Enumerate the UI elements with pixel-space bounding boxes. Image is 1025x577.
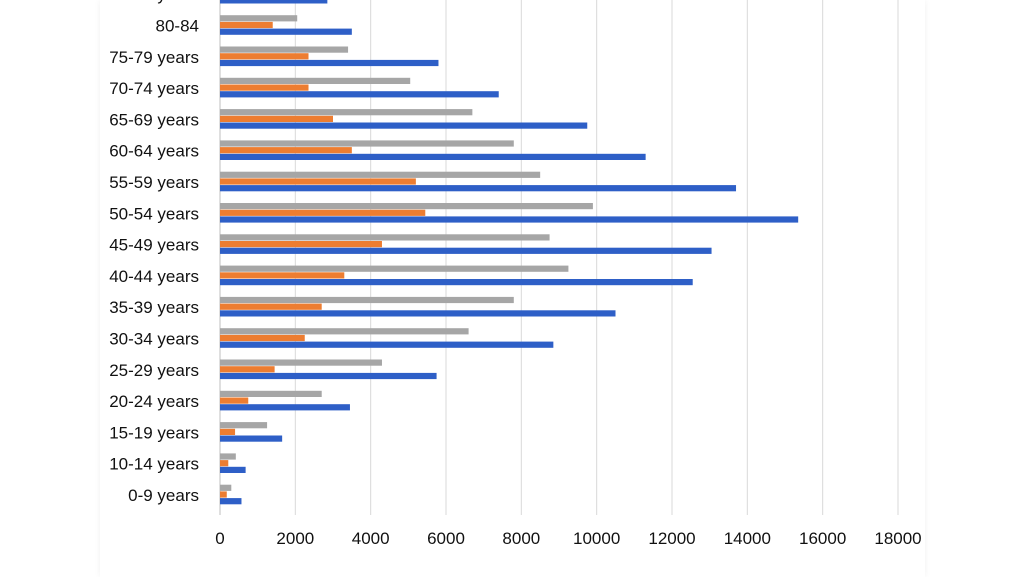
category-label: 65-69 years (109, 110, 199, 129)
bar (220, 498, 242, 505)
x-tick-label: 10000 (573, 529, 620, 548)
bar (220, 46, 349, 53)
category-label: 40-44 years (109, 267, 199, 286)
bar (220, 115, 333, 122)
category-label: 70-74 years (109, 79, 199, 98)
bar (220, 185, 737, 192)
bar (220, 140, 514, 147)
x-tick-label: 2000 (276, 529, 314, 548)
bar (220, 21, 273, 29)
category-label: 15-19 years (109, 423, 199, 442)
bar (220, 153, 646, 160)
bar (220, 171, 541, 178)
bar (220, 310, 616, 317)
bar (220, 404, 350, 411)
bar (220, 216, 799, 223)
x-tick-label: 16000 (799, 529, 846, 548)
category-label: 45-49 years (109, 236, 199, 255)
gridlines (219, 0, 899, 515)
category-label: 35-39 years (109, 298, 199, 317)
bar (220, 303, 322, 310)
x-tick-label: 4000 (352, 529, 390, 548)
bar (220, 53, 309, 60)
category-label: 60-64 years (109, 142, 199, 161)
x-tick-label: 18000 (874, 529, 921, 548)
bar (220, 178, 416, 185)
x-tick-label: 12000 (648, 529, 695, 548)
bar (220, 491, 227, 498)
category-label: 85+ years (124, 0, 199, 4)
category-labels: 0-9 years 10-14 years 15-19 years 20-24 yea… (109, 0, 199, 505)
x-tick-labels: 0 2000 4000 6000 8000 10000 12000 14000 16000 180… (215, 529, 921, 548)
category-label: 55-59 years (109, 173, 199, 192)
bar (220, 279, 693, 286)
bar (220, 203, 593, 210)
bar (220, 241, 382, 248)
bar (220, 272, 345, 279)
bar (220, 397, 249, 404)
category-label: 20-24 years (109, 392, 199, 411)
bar (220, 453, 236, 460)
category-label: 50-54 years (109, 204, 199, 223)
bar (220, 296, 514, 304)
bar (220, 428, 236, 435)
category-label: 30-34 years (109, 330, 199, 349)
bar (220, 390, 322, 397)
bar (220, 0, 328, 4)
bar (220, 91, 499, 98)
bar (220, 484, 232, 491)
bar (220, 109, 473, 116)
bar (220, 247, 712, 254)
bar (220, 372, 437, 380)
bar (220, 209, 426, 216)
bar (220, 366, 275, 373)
bar (220, 77, 411, 84)
bar (220, 15, 298, 22)
category-label: 10-14 years (109, 455, 199, 474)
bar (220, 435, 283, 442)
bar (220, 334, 305, 342)
bar (220, 122, 588, 129)
category-label: 0-9 years (128, 486, 199, 505)
bar (220, 460, 229, 467)
bar (220, 84, 309, 91)
bar (220, 466, 246, 473)
bar (220, 359, 382, 366)
bar (220, 147, 352, 154)
x-tick-label: 14000 (724, 529, 771, 548)
bar (220, 234, 550, 241)
x-tick-label: 8000 (502, 529, 540, 548)
bar (220, 328, 469, 335)
bars (220, 0, 799, 505)
bar (220, 59, 439, 67)
bar (220, 341, 554, 348)
x-tick-label: 0 (215, 529, 224, 548)
bar (220, 28, 352, 35)
category-label: 75-79 years (109, 48, 199, 67)
bar (220, 422, 268, 429)
category-label: 80-84 (156, 17, 199, 36)
category-label: 25-29 years (109, 361, 199, 380)
bar (220, 265, 569, 272)
x-tick-label: 6000 (427, 529, 465, 548)
